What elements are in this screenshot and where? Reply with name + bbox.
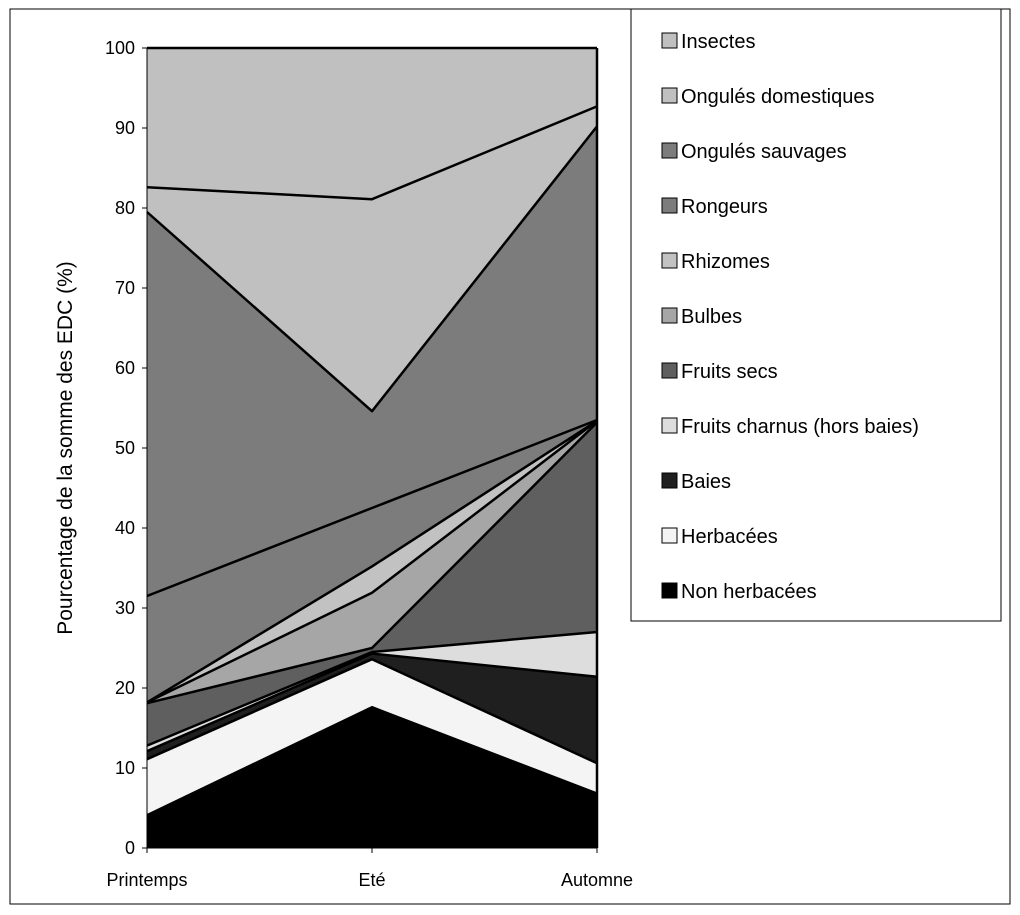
area-herbacees (147, 659, 597, 816)
line-top-bulbes (146, 419, 598, 704)
y-tick-label: 80 (115, 198, 135, 218)
x-tick-label: Printemps (106, 870, 187, 890)
area-non-herbacees (147, 707, 597, 848)
legend-swatch-fruits-charnus-hors-baies (661, 417, 678, 434)
legend-swatch-rhizomes (661, 252, 678, 269)
line-top-rongeurs (146, 418, 598, 598)
y-tick-label: 10 (115, 758, 135, 778)
legend-swatch-bulbes (661, 307, 678, 324)
y-tick-label: 40 (115, 518, 135, 538)
axes-layer: 0 10 20 30 40 50 60 70 80 90 100 Printemps Eté Automn… (105, 38, 633, 890)
boundary-lines-layer (146, 46, 598, 817)
line-top-baies (146, 652, 598, 753)
x-tick-label: Eté (358, 870, 385, 890)
y-tick-label: 30 (115, 598, 135, 618)
legend-swatch-herbacees (661, 527, 678, 544)
legend-label-ongules-domestiques: Ongulés domestiques (681, 86, 874, 108)
legend-label-fruits-secs: Fruits secs (681, 361, 778, 383)
legend-box (630, 8, 1002, 622)
area-ongules-domestiques (147, 106, 597, 412)
area-insectes (147, 48, 597, 200)
y-tick-label: 0 (125, 838, 135, 858)
legend-swatch-baies (661, 472, 678, 489)
legend-label-rhizomes: Rhizomes (681, 251, 770, 273)
legend-label-baies: Baies (681, 471, 731, 493)
legend: Insectes Ongulés domestiques Ongulés sauva… (630, 8, 1002, 622)
line-top-fruits-secs (146, 421, 598, 705)
area-baies (147, 653, 597, 764)
legend-swatch-insectes (661, 32, 678, 49)
legend-label-fruits-charnus-hors-baies: Fruits charnus (hors baies) (681, 416, 919, 438)
area-rongeurs (147, 420, 597, 703)
legend-label-insectes: Insectes (681, 31, 755, 53)
line-top-ongules-sauvages (146, 125, 598, 413)
y-tick-label: 70 (115, 278, 135, 298)
area-ongules-sauvages (147, 126, 597, 597)
y-tick-label: 60 (115, 358, 135, 378)
line-top-fruits-charnus-hors-baies (146, 630, 598, 747)
legend-label-bulbes: Bulbes (681, 306, 742, 328)
legend-swatch-ongules-sauvages (661, 142, 678, 159)
legend-swatch-fruits-secs (661, 362, 678, 379)
y-tick-label: 20 (115, 678, 135, 698)
y-tick-label: 100 (105, 38, 135, 58)
line-top-non-herbacees (146, 705, 598, 817)
y-tick-label: 90 (115, 118, 135, 138)
line-top-rhizomes (146, 419, 598, 704)
line-top-ongules-domestiques (146, 105, 598, 201)
legend-label-ongules-sauvages: Ongulés sauvages (681, 141, 847, 163)
area-fruits-charnus-hors-baies (147, 632, 597, 752)
y-tick-label: 50 (115, 438, 135, 458)
legend-swatch-rongeurs (661, 197, 678, 214)
legend-swatch-ongules-domestiques (661, 87, 678, 104)
area-fruits-secs (147, 422, 597, 746)
line-top-herbacees (146, 657, 598, 765)
legend-label-herbacees: Herbacées (681, 526, 778, 548)
legend-label-rongeurs: Rongeurs (681, 196, 768, 218)
legend-swatch-non-herbacees (661, 582, 678, 599)
x-tick-label: Automne (561, 870, 633, 890)
y-axis-title: Pourcentage de la somme des EDC (%) (54, 261, 77, 635)
areas-layer (147, 48, 597, 848)
legend-label-non-herbacees: Non herbacées (681, 581, 817, 603)
